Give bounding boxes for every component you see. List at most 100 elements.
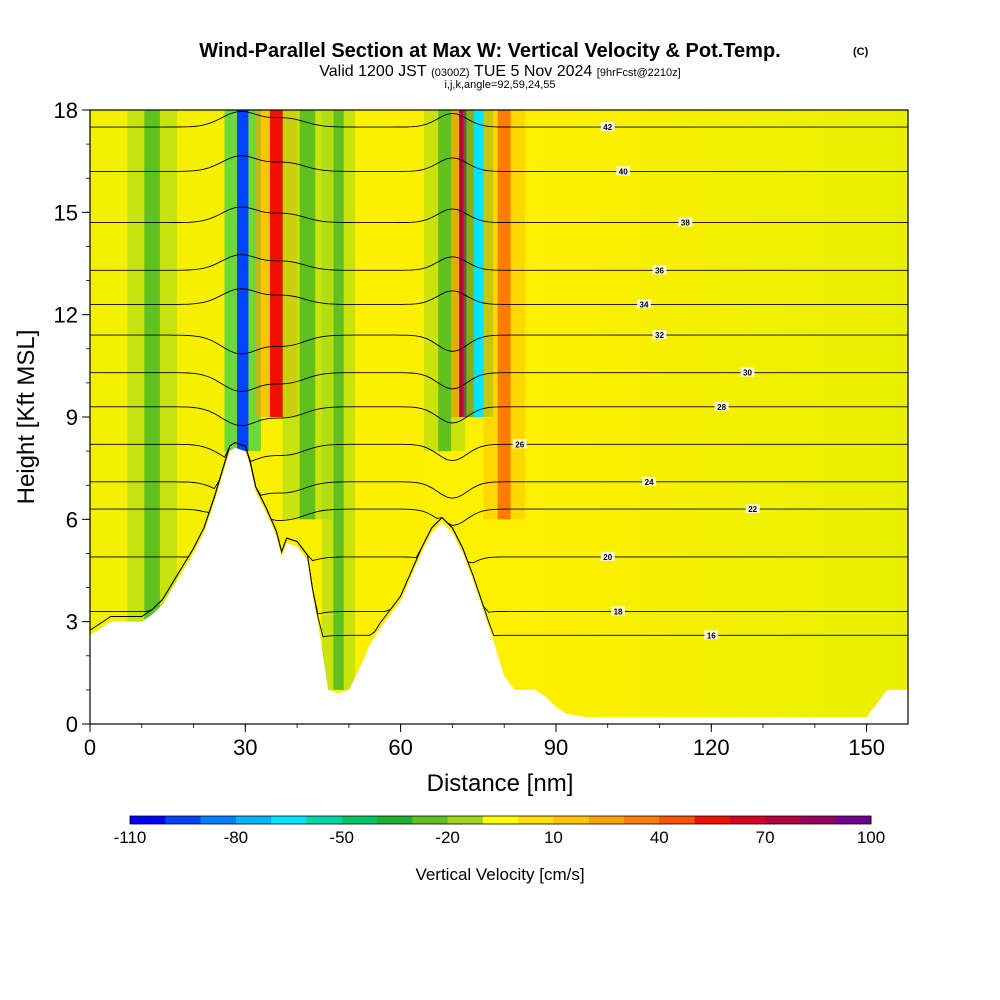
colorbar-swatch-17 [729, 816, 766, 824]
theta-label-bg-38 [678, 217, 693, 227]
subtitle-date: TUE 5 Nov 2024 [474, 63, 592, 80]
colorbar-label-70: 70 [756, 828, 775, 847]
colorbar-label-100: 100 [857, 828, 885, 847]
y-tick-label-12: 12 [54, 303, 78, 328]
theta-label-32: 32 [655, 331, 664, 340]
subtitle-utc: (0300Z) [431, 67, 470, 79]
colorbar-label--50: -50 [329, 828, 354, 847]
chart-title: Wind-Parallel Section at Max W: Vertical… [199, 40, 780, 62]
theta-contour-32 [90, 334, 908, 355]
colorbar-swatch-14 [624, 816, 660, 824]
colorbar-swatch-6 [341, 816, 378, 824]
theta-label-16: 16 [707, 631, 716, 640]
colorbar-swatch-16 [694, 816, 731, 824]
theta-contour-34 [90, 288, 908, 305]
theta-contour-26 [90, 442, 908, 462]
x-tick-label-30: 30 [233, 735, 257, 760]
theta-label-42: 42 [603, 123, 612, 132]
theta-contour-28 [90, 406, 908, 427]
colorbar-swatch-9 [447, 816, 484, 824]
x-tick-label-90: 90 [544, 735, 568, 760]
velocity-bands [127, 110, 525, 690]
theta-contour-38 [90, 206, 908, 224]
y-tick-label-9: 9 [66, 405, 78, 430]
theta-label-bg-30 [740, 367, 755, 377]
colorbar-frame [129, 815, 872, 825]
theta-label-bg-24 [642, 476, 657, 486]
velocity-band-6 [497, 110, 511, 520]
colorbar-label--20: -20 [435, 828, 460, 847]
theta-label-bg-32 [652, 330, 667, 340]
velocity-field: 16 18 20 22 24 26 28 30 32 34 36 38 40 42 [90, 110, 908, 724]
theta-label-20: 20 [603, 553, 612, 562]
theta-contour-24 [90, 442, 908, 499]
theta-label-bg-40 [616, 166, 631, 176]
theta-label-bg-28 [714, 401, 729, 411]
terrain [90, 447, 908, 724]
x-tick-label-60: 60 [388, 735, 412, 760]
colorbar-swatch-13 [588, 816, 625, 824]
colorbar-swatch-3 [235, 816, 272, 824]
colorbar-swatch-19 [800, 816, 837, 824]
y-tick-label-0: 0 [66, 712, 78, 737]
y-tick-label-3: 3 [66, 610, 78, 635]
colorbar-label-10: 10 [544, 828, 563, 847]
theta-label-26: 26 [515, 440, 524, 449]
colorbar-swatch-0 [130, 816, 166, 824]
colorbar-label-40: 40 [650, 828, 669, 847]
theta-contour-42 [90, 110, 908, 128]
velocity-band-8 [333, 110, 344, 690]
colorbar-title: Vertical Velocity [cm/s] [415, 865, 584, 884]
theta-label-28: 28 [717, 403, 726, 412]
theta-label-18: 18 [614, 607, 623, 616]
subtitle-valid: Valid 1200 JST [319, 63, 427, 80]
colorbar-swatch-7 [377, 816, 413, 824]
x-axis-label: Distance [nm] [427, 770, 574, 797]
velocity-band-4 [459, 110, 467, 417]
colorbar-swatch-4 [271, 816, 307, 824]
theta-label-bg-22 [745, 504, 760, 514]
theta-label-30: 30 [743, 369, 752, 378]
velocity-band-3 [438, 110, 452, 452]
x-tick-label-120: 120 [693, 735, 730, 760]
colorbar-swatch-20 [835, 816, 872, 824]
theta-label-22: 22 [748, 505, 757, 514]
theta-contour-40 [90, 155, 908, 172]
velocity-band-1 [269, 110, 283, 417]
colorbar-swatch-11 [518, 816, 554, 824]
colorbar: -110 -80 -50 -20 10 40 70 100 [114, 815, 885, 847]
colorbar-swatch-5 [306, 816, 343, 824]
y-tick-label-6: 6 [66, 507, 78, 532]
theta-label-36: 36 [655, 266, 664, 275]
y-axis-label: Height [Kft MSL] [13, 330, 40, 505]
velocity-band-2 [299, 110, 316, 520]
colorbar-swatch-18 [765, 816, 801, 824]
y-tick-label-18: 18 [54, 98, 78, 123]
theta-label-40: 40 [619, 167, 628, 176]
x-tick-label-0: 0 [84, 735, 96, 760]
y-tick-label-15: 15 [54, 200, 78, 225]
theta-label-38: 38 [681, 219, 690, 228]
colorbar-swatch-8 [412, 816, 449, 824]
theta-label-bg-42 [600, 122, 615, 132]
theta-label-bg-20 [600, 551, 615, 561]
velocity-band-0 [237, 110, 249, 452]
chart-subtitle: Valid 1200 JST (0300Z) TUE 5 Nov 2024 [9… [319, 63, 680, 80]
colorbar-swatch-2 [200, 816, 237, 824]
x-tick-label-150: 150 [848, 735, 885, 760]
index-line: i,j,k,angle=92,59,24,55 [444, 79, 555, 91]
colorbar-swatch-15 [659, 816, 696, 824]
theta-label-bg-34 [636, 299, 651, 309]
theta-label-bg-26 [512, 439, 527, 449]
colorbar-swatch-1 [165, 816, 202, 824]
theta-label-bg-36 [652, 265, 667, 275]
colorbar-swatch-12 [553, 816, 590, 824]
colorbar-label--80: -80 [224, 828, 249, 847]
theta-label-bg-18 [611, 606, 626, 616]
velocity-band-5 [473, 110, 483, 417]
colorbar-swatch-10 [482, 816, 519, 824]
subtitle-fcst: [9hrFcst@2210z] [597, 67, 681, 79]
theta-contour-36 [90, 254, 908, 271]
